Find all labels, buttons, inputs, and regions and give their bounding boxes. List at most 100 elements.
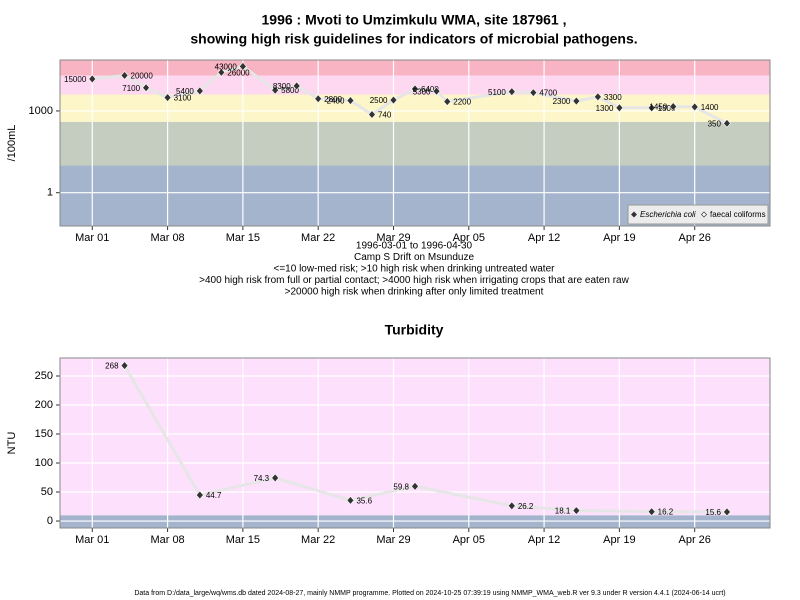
y-tick-label: 100 bbox=[35, 457, 53, 469]
x-tick-label: Apr 19 bbox=[603, 534, 635, 546]
data-label: 2400 bbox=[327, 97, 345, 106]
x-tick-label: Mar 15 bbox=[226, 232, 260, 244]
x-tick-label: Apr 26 bbox=[678, 232, 710, 244]
data-point bbox=[411, 84, 419, 94]
x-tick-label: Apr 05 bbox=[453, 534, 485, 546]
data-point bbox=[647, 103, 656, 113]
legend-marker bbox=[631, 211, 637, 218]
data-label: 2800 bbox=[324, 95, 342, 104]
data-label: 2200 bbox=[453, 98, 471, 107]
x-tick-label: Mar 29 bbox=[376, 232, 410, 244]
data-point bbox=[271, 85, 280, 95]
y-axis-label: NTU bbox=[6, 432, 18, 455]
data-label: 3100 bbox=[174, 94, 192, 103]
data-label: 20000 bbox=[131, 72, 154, 81]
data-point bbox=[432, 86, 441, 96]
x-tick-label: Mar 08 bbox=[150, 534, 184, 546]
data-label: 44.7 bbox=[206, 491, 222, 500]
data-point bbox=[411, 481, 419, 491]
data-point bbox=[271, 473, 280, 483]
data-label: 268 bbox=[105, 362, 119, 371]
data-label: 3300 bbox=[604, 93, 622, 102]
data-point bbox=[507, 501, 516, 511]
x-tick-label: Apr 12 bbox=[528, 534, 560, 546]
data-label: 74.3 bbox=[254, 474, 270, 483]
data-point bbox=[593, 92, 602, 102]
data-label: 43000 bbox=[215, 63, 238, 72]
x-tick-label: Mar 08 bbox=[150, 232, 184, 244]
x-tick-label: Mar 01 bbox=[75, 534, 109, 546]
data-label: 5100 bbox=[488, 88, 506, 97]
data-label: 35.6 bbox=[356, 496, 372, 505]
data-point bbox=[723, 507, 731, 517]
data-label: 1450 bbox=[649, 103, 667, 112]
data-label: 5300 bbox=[413, 87, 431, 96]
plot-frame bbox=[59, 357, 771, 529]
data-point bbox=[389, 95, 398, 105]
data-point bbox=[292, 81, 301, 91]
data-label: 740 bbox=[378, 111, 392, 120]
subtitle: >20000 high risk when drinking after onl… bbox=[285, 287, 544, 298]
legend-marker bbox=[701, 211, 707, 218]
data-point bbox=[195, 490, 204, 500]
x-tick-label: Mar 01 bbox=[75, 232, 109, 244]
plot-frame bbox=[59, 59, 771, 227]
legend-box bbox=[627, 204, 769, 225]
data-label: 1300 bbox=[596, 104, 614, 113]
data-label: 15000 bbox=[64, 75, 87, 84]
x-tick-label: Apr 05 bbox=[453, 232, 485, 244]
data-label: 6400 bbox=[421, 85, 439, 94]
x-tick-label: Apr 12 bbox=[528, 232, 560, 244]
data-point bbox=[217, 67, 226, 77]
chart-title: showing high risk guidelines for indicat… bbox=[190, 31, 637, 47]
y-tick-label: 200 bbox=[35, 399, 53, 411]
data-label: 7100 bbox=[122, 84, 140, 93]
y-tick-label: 0 bbox=[47, 515, 53, 527]
chart-title: 1996 : Mvoti to Umzimkulu WMA, site 1879… bbox=[262, 12, 567, 28]
data-label: 1300 bbox=[658, 104, 676, 113]
data-point bbox=[314, 94, 323, 104]
data-label: 4700 bbox=[539, 89, 557, 98]
subtitle: >400 high risk from full or partial cont… bbox=[199, 275, 629, 286]
data-label: 59.8 bbox=[393, 482, 409, 491]
x-tick-label: Mar 29 bbox=[376, 534, 410, 546]
data-label: 26000 bbox=[227, 68, 250, 77]
y-tick-label: 50 bbox=[41, 486, 53, 498]
data-label: 8300 bbox=[273, 82, 291, 91]
footer: Data from D:/data_large/wq/wms.db dated … bbox=[134, 590, 725, 597]
x-tick-label: Mar 22 bbox=[301, 232, 335, 244]
data-point bbox=[142, 83, 150, 93]
y-tick-label: 1 bbox=[47, 187, 53, 199]
x-tick-label: Apr 26 bbox=[678, 534, 710, 546]
data-label: 26.2 bbox=[518, 502, 534, 511]
data-point bbox=[368, 110, 376, 119]
data-label: 2300 bbox=[553, 97, 571, 106]
legend-label: Escherichia coli bbox=[640, 210, 696, 219]
x-tick-label: Apr 19 bbox=[603, 232, 635, 244]
data-point bbox=[572, 506, 581, 515]
data-label: 16.2 bbox=[658, 508, 674, 517]
data-point bbox=[529, 88, 538, 98]
data-label: 2500 bbox=[370, 96, 388, 105]
data-label: 5800 bbox=[281, 86, 299, 95]
subtitle: Camp S Drift on Msunduze bbox=[354, 252, 474, 263]
data-point bbox=[195, 86, 204, 96]
data-point bbox=[120, 71, 129, 80]
risk-band bbox=[60, 121, 770, 166]
subtitle: <=10 low-med risk; >10 high risk when dr… bbox=[274, 264, 556, 275]
y-tick-label: 1000 bbox=[29, 105, 53, 117]
data-point bbox=[723, 118, 731, 128]
data-label: 5400 bbox=[176, 87, 194, 96]
data-point bbox=[443, 97, 452, 107]
risk-band bbox=[60, 60, 770, 76]
subtitle: 1996-03-01 to 1996-04-30 bbox=[356, 241, 473, 252]
data-point bbox=[507, 87, 516, 97]
data-point bbox=[163, 93, 172, 103]
data-point bbox=[690, 102, 699, 112]
data-point bbox=[238, 61, 247, 71]
legend-label: faecal coliforms bbox=[710, 210, 766, 219]
data-point bbox=[669, 102, 678, 111]
x-tick-label: Mar 15 bbox=[226, 534, 260, 546]
